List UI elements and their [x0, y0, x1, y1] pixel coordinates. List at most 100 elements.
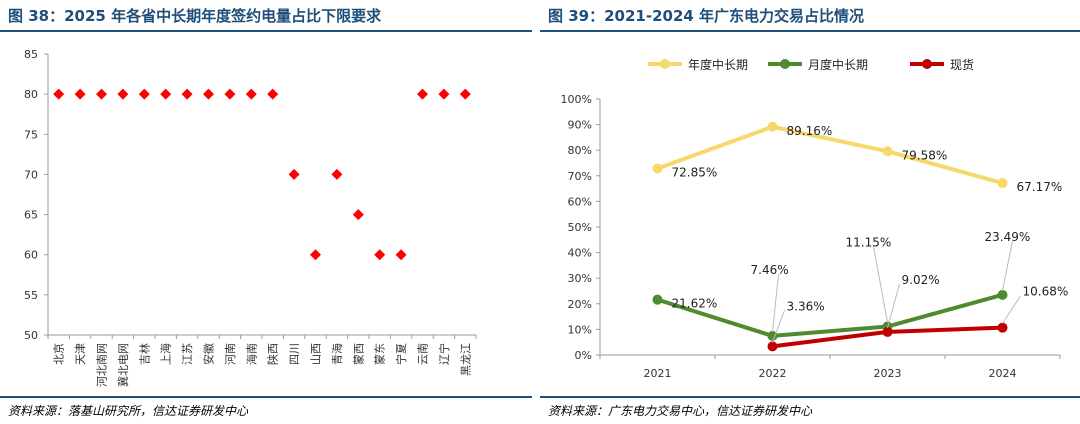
data-point: [997, 178, 1008, 189]
left-y-tick-label: 55: [24, 289, 38, 302]
data-label-leader: [772, 310, 785, 343]
data-point: [652, 163, 663, 174]
left-data-point: [96, 88, 107, 100]
left-x-tick-label: 冀北电网: [116, 343, 130, 387]
right-y-tick-label: 50%: [568, 221, 592, 234]
left-x-tick-label: 山西: [310, 343, 323, 365]
right-y-tick-label: 90%: [568, 119, 592, 132]
data-label-leader: [887, 283, 900, 329]
left-data-point: [395, 249, 407, 261]
legend-label: 年度中长期: [688, 57, 748, 72]
left-data-point: [160, 88, 172, 100]
left-scatter-chart: 50 55 60 65 70 75 80 85 北京 天津 河北南网 冀北电网 吉林 上海 江苏 安徽 河南 海南…: [24, 48, 477, 387]
right-line-chart: 0% 10% 20% 30% 40% 50% 60% 70% 80% 90% 100% 2021 202…: [561, 57, 1069, 380]
right-y-tick-label: 30%: [568, 272, 592, 285]
right-source-text: 资料来源：广东电力交易中心，信达证券研发中心: [548, 404, 813, 418]
left-x-tick-label: 青海: [330, 343, 344, 365]
data-label-leader: [873, 246, 888, 323]
right-chart-panel: 图 39：2021-2024 年广东电力交易占比情况 0% 10% 20% 30% 40…: [540, 0, 1080, 423]
data-label: 7.46%: [751, 263, 789, 277]
right-y-tick-label: 20%: [568, 298, 592, 311]
data-point: [767, 330, 778, 341]
legend-marker: [922, 59, 932, 69]
left-x-tick-label: 江苏: [181, 343, 194, 365]
data-label: 10.68%: [1023, 285, 1069, 299]
left-chart-panel: 图 38：2025 年各省中长期年度签约电量占比下限要求 50 55 60 65 70 7…: [0, 0, 532, 423]
left-x-tick-label: 北京: [52, 343, 66, 365]
data-point: [767, 341, 778, 352]
data-label: 9.02%: [902, 273, 940, 287]
left-title-bar: 图 38：2025 年各省中长期年度签约电量占比下限要求: [0, 0, 532, 32]
left-x-tick-label: 海南: [244, 343, 258, 365]
series-line: [656, 292, 1004, 338]
left-x-tick-label: 河南: [224, 343, 237, 365]
data-point: [997, 322, 1008, 333]
right-x-tick-label: 2023: [874, 367, 902, 380]
left-data-point: [374, 249, 386, 261]
left-x-tick-label: 四川: [288, 343, 301, 365]
left-y-tick-label: 85: [24, 48, 38, 61]
left-data-point: [74, 88, 86, 100]
left-data-point: [224, 88, 236, 100]
data-label: 72.85%: [672, 166, 718, 180]
left-data-point: [245, 88, 257, 100]
left-data-point: [417, 88, 428, 100]
left-data-point: [203, 88, 214, 100]
left-x-tick-label: 蒙西: [352, 343, 365, 365]
left-y-tick-label: 75: [24, 128, 38, 141]
left-data-point: [352, 209, 364, 221]
left-x-tick-label: 黑龙江: [459, 343, 472, 376]
left-x-tick-label: 宁夏: [394, 343, 408, 365]
legend-marker: [660, 59, 670, 69]
data-point: [997, 289, 1008, 300]
right-y-tick-label: 0%: [575, 349, 592, 362]
right-y-tick-label: 40%: [568, 247, 592, 260]
left-source-bar: 资料来源：落基山研究所，信达证券研发中心: [0, 396, 532, 424]
data-label: 67.17%: [1017, 180, 1063, 194]
left-x-tick-label: 陕西: [266, 343, 280, 365]
left-data-point: [288, 168, 300, 180]
left-data-point: [331, 168, 343, 180]
left-data-point: [53, 88, 65, 100]
left-x-tick-label: 河北南网: [96, 343, 109, 387]
left-chart-title: 图 38：2025 年各省中长期年度签约电量占比下限要求: [8, 7, 382, 25]
data-point: [652, 294, 663, 305]
right-y-tick-label: 100%: [561, 93, 592, 106]
series-line: [656, 124, 1004, 185]
left-x-tick-label: 云南: [417, 343, 430, 365]
right-y-tick-label: 70%: [568, 170, 592, 183]
data-label: 23.49%: [985, 230, 1031, 244]
left-source-text: 资料来源：落基山研究所，信达证券研发中心: [8, 404, 249, 418]
left-y-tick-label: 80: [24, 88, 38, 101]
right-y-tick-label: 60%: [568, 195, 592, 208]
left-x-tick-label: 吉林: [137, 343, 151, 365]
left-y-tick-label: 70: [24, 168, 38, 181]
left-data-point: [181, 88, 193, 100]
left-y-tick-label: 50: [24, 329, 38, 342]
left-y-tick-label: 60: [24, 249, 38, 262]
right-x-tick-label: 2022: [759, 367, 787, 380]
data-label: 3.36%: [787, 299, 825, 313]
left-x-tick-label: 天津: [74, 343, 87, 365]
legend-label: 月度中长期: [808, 57, 868, 72]
left-x-tick-label: 辽宁: [437, 343, 451, 365]
data-label-leader: [772, 273, 779, 332]
right-x-tick-label: 2024: [989, 367, 1017, 380]
right-y-tick-label: 80%: [568, 144, 592, 157]
left-data-point: [310, 249, 321, 261]
left-data-point: [267, 88, 279, 100]
right-source-bar: 资料来源：广东电力交易中心，信达证券研发中心: [540, 396, 1080, 424]
data-point: [882, 326, 893, 337]
right-y-tick-label: 10%: [568, 323, 592, 336]
left-data-point: [117, 88, 129, 100]
right-x-tick-label: 2021: [644, 367, 672, 380]
data-label-leader: [1002, 240, 1013, 291]
left-y-tick-label: 65: [24, 209, 38, 222]
data-label: 89.16%: [787, 124, 833, 138]
data-point: [882, 146, 893, 157]
data-label: 79.58%: [902, 148, 948, 162]
data-label: 11.15%: [846, 235, 892, 249]
left-data-point: [138, 88, 150, 100]
data-label: 21.62%: [672, 297, 718, 311]
left-data-point: [459, 88, 471, 100]
